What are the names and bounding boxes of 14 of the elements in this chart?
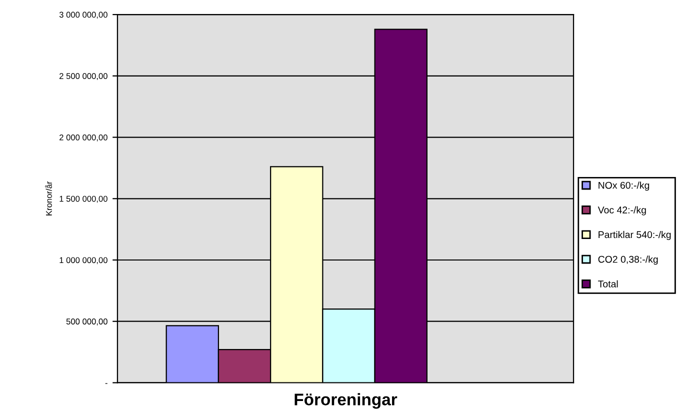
legend-label: CO2 0,38:-/kg bbox=[598, 256, 658, 265]
legend-label: Total bbox=[598, 280, 618, 288]
y-axis-title: Kronor/år bbox=[45, 181, 52, 216]
y-tick-label: 2 000 000,00 bbox=[60, 134, 108, 142]
x-axis-title: Föroreningar bbox=[294, 393, 398, 409]
legend-label: Voc 42:-/kg bbox=[598, 206, 646, 216]
y-tick-label: - bbox=[105, 383, 108, 384]
y-tick-label: 500 000,00 bbox=[66, 318, 108, 326]
y-tick-label: 2 500 000,00 bbox=[60, 73, 108, 80]
legend-label: Partiklar 540:-/kg bbox=[598, 230, 671, 240]
y-tick-label: 1 500 000,00 bbox=[60, 196, 108, 203]
legend-label: NOx 60:-/kg bbox=[598, 182, 650, 191]
y-tick-label: 3 000 000,00 bbox=[59, 12, 108, 19]
y-tick-label: 1 000 000,00 bbox=[60, 257, 108, 264]
